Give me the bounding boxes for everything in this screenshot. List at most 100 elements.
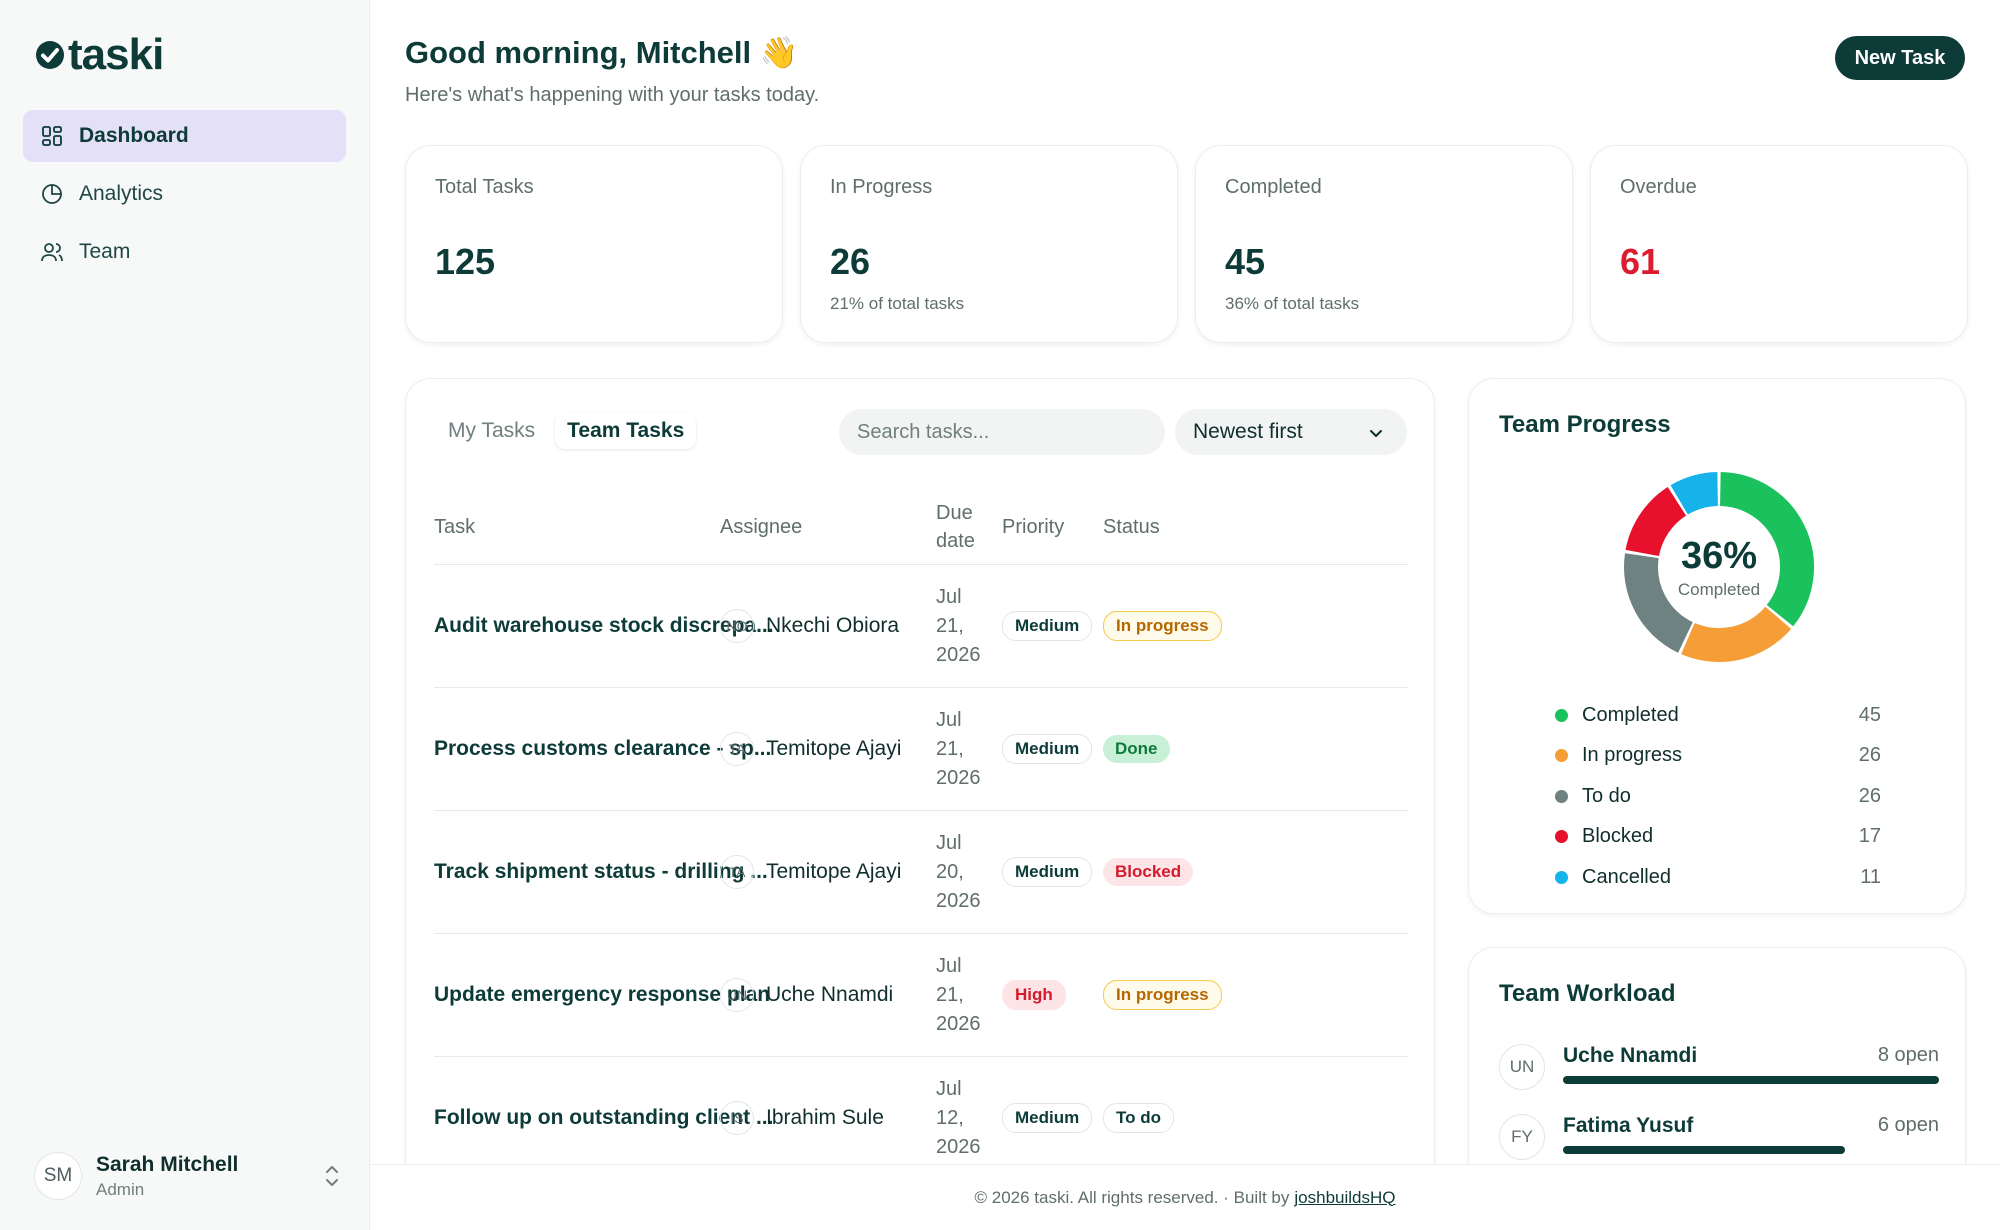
sort-value: Newest first [1193, 420, 1303, 443]
footer-text: © 2026 taski. All rights reserved. · Bui… [974, 1187, 1290, 1207]
task-title[interactable]: Process customs clearance - sp... [434, 737, 772, 760]
assignee-name: Temitope Ajayi [766, 737, 902, 760]
open-count: 8 open [1877, 1044, 1939, 1066]
priority-badge: Medium [1002, 734, 1093, 764]
footer-link[interactable]: joshbuildsHQ [1294, 1187, 1396, 1207]
team-progress-panel: Team Progress 36% Completed Completed 45 … [1468, 378, 1966, 914]
avatar: SM [34, 1152, 82, 1200]
priority-badge: High [1002, 980, 1066, 1010]
stat-label: In Progress [830, 176, 933, 198]
legend-label: Completed [1582, 703, 1679, 726]
task-title[interactable]: Follow up on outstanding client ... [434, 1106, 774, 1129]
assignee-avatar: UN [720, 978, 754, 1012]
column-header-status[interactable]: Status [1103, 516, 1160, 538]
assignee-avatar: IS [720, 1101, 754, 1135]
assignee-name: Temitope Ajayi [766, 860, 902, 883]
new-task-button[interactable]: New Task [1835, 36, 1965, 80]
tab-my-tasks[interactable]: My Tasks [448, 419, 536, 442]
assignee-name: Uche Nnamdi [766, 983, 894, 1006]
donut-label: Completed [1677, 579, 1761, 599]
panel-title: Team Progress [1499, 411, 1671, 438]
stat-subtext: 36% of total tasks [1225, 294, 1360, 313]
table-row[interactable]: Follow up on outstanding client ... IS Ib… [434, 1057, 1408, 1180]
check-badge-icon [36, 41, 64, 69]
stat-label: Completed [1225, 176, 1322, 198]
due-day: 21, [936, 737, 964, 760]
due-year: 2026 [936, 766, 981, 789]
legend-dot [1555, 789, 1568, 803]
donut-percentage: 36% [1680, 534, 1758, 577]
workload-bar [1563, 1146, 1939, 1154]
legend-value: 26 [1858, 784, 1881, 807]
legend-dot [1555, 749, 1568, 763]
due-year: 2026 [936, 643, 981, 666]
sidebar-item-dashboard[interactable]: Dashboard [23, 110, 346, 162]
donut-segment-in-progress [1681, 606, 1792, 662]
legend-value: 11 [1860, 865, 1881, 888]
column-header-priority[interactable]: Priority [1002, 516, 1065, 538]
donut-segment-completed [1719, 472, 1814, 627]
legend-item: In progress 26 [1555, 736, 1881, 777]
priority-badge: Medium [1002, 857, 1093, 887]
task-title[interactable]: Audit warehouse stock discrepa... [434, 614, 774, 637]
open-count: 6 open [1877, 1114, 1939, 1136]
stat-label: Total Tasks [435, 176, 534, 198]
legend-label: To do [1582, 784, 1631, 807]
task-table-body: Audit warehouse stock discrepa... NO Nkec… [434, 565, 1408, 1180]
legend-item: To do 26 [1555, 776, 1881, 817]
legend-value: 17 [1858, 825, 1881, 848]
priority-badge: Medium [1002, 1103, 1093, 1133]
due-day: 21, [936, 614, 964, 637]
workload-member[interactable]: UN Uche Nnamdi 8 open [1499, 1044, 1939, 1094]
status-badge: Blocked [1103, 858, 1194, 886]
due-month: Jul [936, 708, 962, 731]
column-header-assignee[interactable]: Assignee [720, 516, 803, 538]
table-row[interactable]: Update emergency response plan UN Uche Nn… [434, 934, 1408, 1057]
user-name: Sarah Mitchell [96, 1152, 239, 1176]
sidebar-item-analytics[interactable]: Analytics [23, 168, 346, 220]
status-badge: In progress [1103, 980, 1222, 1010]
column-header-due-date[interactable]: Due date [936, 502, 975, 552]
footer: © 2026 taski. All rights reserved. · Bui… [370, 1164, 2000, 1230]
table-row[interactable]: Track shipment status - drilling ... TA T… [434, 811, 1408, 934]
table-row[interactable]: Audit warehouse stock discrepa... NO Nkec… [434, 565, 1408, 688]
sidebar: taski Dashboard Analytics Team SM Sarah … [0, 0, 370, 1230]
workload-bar-fill [1563, 1076, 1939, 1084]
grid-icon [42, 126, 62, 146]
avatar: FY [1499, 1114, 1545, 1160]
page-subtitle: Here's what's happening with your tasks … [405, 84, 820, 106]
assignee-avatar: TA [720, 855, 754, 889]
stat-card-completed: Completed 45 36% of total tasks [1195, 145, 1573, 343]
sidebar-nav: Dashboard Analytics Team [23, 110, 346, 284]
assignee-name: Nkechi Obiora [766, 614, 900, 637]
stat-subtext: 21% of total tasks [830, 294, 965, 313]
workload-member[interactable]: FY Fatima Yusuf 6 open [1499, 1114, 1939, 1164]
tab-team-tasks[interactable]: Team Tasks [555, 413, 697, 449]
table-row[interactable]: Process customs clearance - sp... TA Temi… [434, 688, 1408, 811]
sidebar-item-team[interactable]: Team [23, 226, 346, 278]
status-badge: To do [1103, 1103, 1174, 1133]
status-badge: Done [1103, 735, 1170, 763]
stat-value: 61 [1620, 241, 1661, 282]
member-name: Fatima Yusuf [1563, 1114, 1694, 1137]
chevron-up-down-icon[interactable] [320, 1162, 344, 1190]
assignee-avatar: NO [720, 609, 754, 643]
sort-select[interactable]: Newest first [1175, 409, 1407, 455]
stat-card-in-progress: In Progress 26 21% of total tasks [800, 145, 1178, 343]
legend-label: Cancelled [1582, 865, 1671, 888]
member-name: Uche Nnamdi [1563, 1044, 1698, 1067]
task-title[interactable]: Update emergency response plan [434, 983, 771, 1006]
due-day: 21, [936, 983, 964, 1006]
progress-donut-chart [1624, 472, 1814, 662]
legend-dot [1555, 830, 1568, 844]
logo[interactable]: taski [34, 30, 164, 80]
task-title[interactable]: Track shipment status - drilling ... [434, 860, 768, 883]
user-menu[interactable]: SM Sarah Mitchell Admin [34, 1150, 344, 1202]
stat-card-total: Total Tasks 125 [405, 145, 783, 343]
search-input[interactable] [839, 409, 1165, 455]
due-day: 20, [936, 860, 964, 883]
priority-badge: Medium [1002, 611, 1093, 641]
legend-label: Blocked [1582, 825, 1654, 848]
sidebar-item-label: Analytics [79, 182, 164, 205]
column-header-task[interactable]: Task [434, 516, 476, 538]
